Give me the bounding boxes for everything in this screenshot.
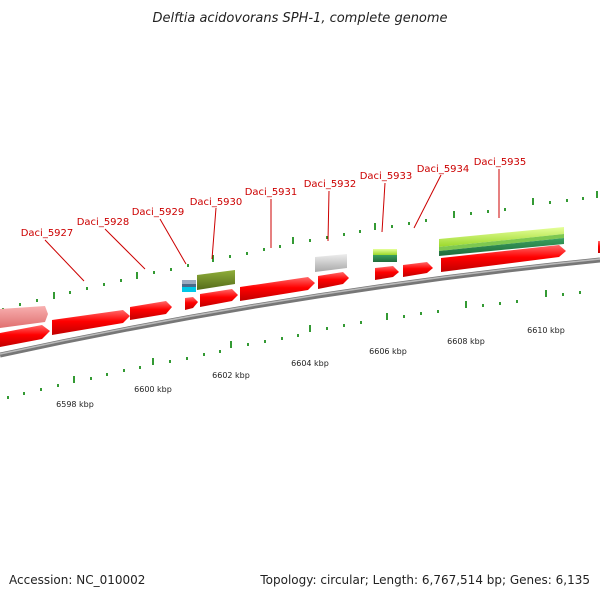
map-title: Delftia acidovorans SPH-1, complete geno… (152, 11, 447, 26)
outer-tick-track (2, 191, 598, 311)
gene-label-daci-5931: Daci_5931 (245, 187, 298, 198)
kbp-label-6600: 6600 kbp (134, 385, 172, 394)
feature-dkgreen-5933 (373, 255, 397, 262)
feature-grey-blue-5929 (182, 280, 196, 284)
gene-arrow-left-edge (0, 325, 50, 347)
gene-arrow-daci-5927 (52, 310, 130, 335)
gene-label-daci-5927: Daci_5927 (21, 228, 74, 239)
kbp-label-6606: 6606 kbp (369, 347, 407, 356)
inner-tick-track (7, 290, 581, 399)
gene-label-daci-5932: Daci_5932 (304, 179, 357, 190)
gene-arrow-daci-5928 (130, 301, 172, 320)
topology-footer: Topology: circular; Length: 6,767,514 bp… (260, 573, 590, 587)
gene-label-daci-5933: Daci_5933 (360, 171, 413, 182)
gene-label-daci-5934: Daci_5934 (417, 164, 470, 175)
gene-label-leaders (44, 169, 500, 282)
accession-footer: Accession: NC_010002 (9, 573, 145, 587)
feature-cyan-5929 (182, 287, 196, 292)
gene-label-daci-5935: Daci_5935 (474, 157, 527, 168)
gene-arrow-daci-5933 (375, 266, 399, 280)
gene-arrow-daci-5930 (200, 289, 238, 307)
kbp-label-6608: 6608 kbp (447, 337, 485, 346)
accession-value: NC_010002 (76, 573, 146, 587)
kbp-label-6598: 6598 kbp (56, 400, 94, 409)
gene-label-daci-5929: Daci_5929 (132, 207, 185, 218)
feature-olive-5930 (197, 270, 235, 290)
gene-arrow-daci-5932 (318, 272, 349, 289)
gene-arrow-daci-5934 (403, 262, 433, 277)
feature-lime-5933 (373, 249, 397, 255)
genome-backbone-highlight (0, 258, 600, 355)
kbp-label-6610: 6610 kbp (527, 326, 565, 335)
kbp-label-6604: 6604 kbp (291, 359, 329, 368)
gene-arrow-daci-5929 (185, 297, 198, 310)
gene-label-daci-5930: Daci_5930 (190, 197, 243, 208)
feature-dkgreen-5935 (439, 238, 564, 256)
gene-label-daci-5928: Daci_5928 (77, 217, 130, 228)
feature-lime-5935 (439, 227, 564, 247)
feature-steel-5929 (182, 284, 196, 287)
gene-arrow-daci-5935 (441, 245, 566, 272)
feature-green-mid-5935 (439, 234, 564, 251)
kbp-label-6602: 6602 kbp (212, 371, 250, 380)
genome-backbone (0, 257, 600, 358)
accession-label: Accession: (9, 573, 73, 587)
gene-feature-pink (0, 306, 48, 328)
gene-arrow-daci-5931 (240, 277, 315, 301)
feature-grey-5932 (315, 254, 347, 272)
